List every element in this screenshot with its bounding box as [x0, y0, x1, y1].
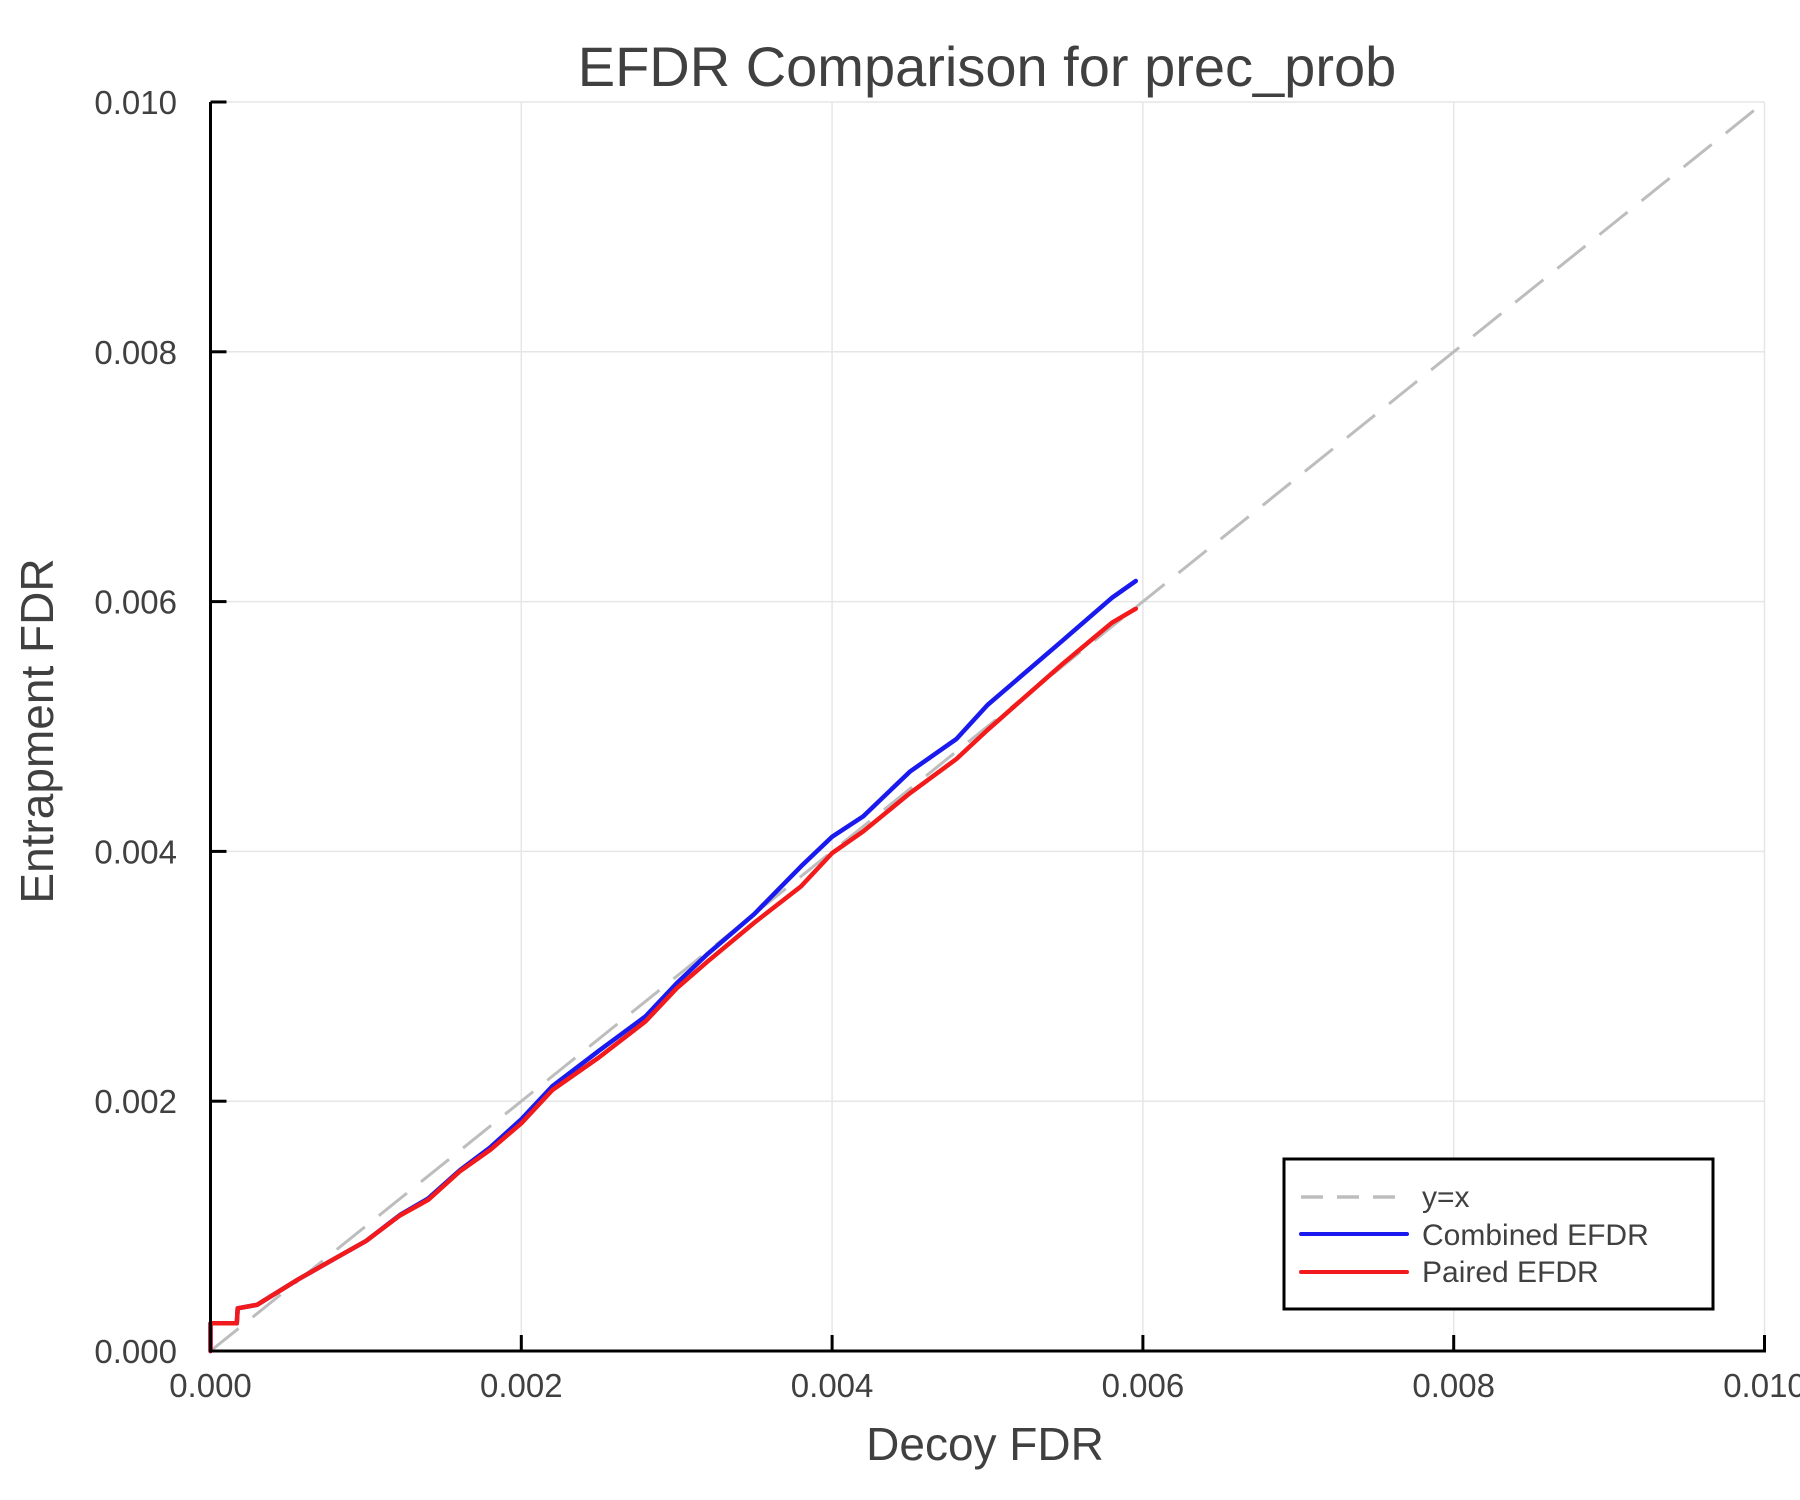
x-tick-label: 0.010 — [1723, 1367, 1800, 1404]
plot-area — [208, 100, 1766, 1354]
y-tick-label: 0.010 — [94, 84, 177, 121]
x-tick-label: 0.004 — [791, 1367, 874, 1404]
series-paired-efdr-line — [208, 606, 1139, 1354]
ticks: 0.000 0.002 0.004 0.006 0.008 0.010 0.000 0.002… — [94, 84, 1800, 1404]
x-tick-label: 0.008 — [1412, 1367, 1495, 1404]
x-tick-label: 0.006 — [1102, 1367, 1185, 1404]
x-axis-label: Decoy FDR — [866, 1418, 1104, 1470]
axes — [209, 102, 1766, 1353]
legend: y=x Combined EFDR Paired EFDR — [1282, 1157, 1715, 1311]
legend-label-paired: Paired EFDR — [1422, 1256, 1599, 1289]
y-axis-label: Entrapment FDR — [11, 558, 63, 903]
legend-label-combined: Combined EFDR — [1422, 1219, 1649, 1252]
y-tick-label: 0.000 — [94, 1333, 177, 1370]
legend-label-yx: y=x — [1422, 1181, 1470, 1214]
y-tick-label: 0.008 — [94, 334, 177, 371]
y-tick-label: 0.002 — [94, 1083, 177, 1120]
x-tick-label: 0.002 — [480, 1367, 563, 1404]
y-tick-label: 0.004 — [94, 833, 177, 870]
series-y-x-line — [209, 100, 1766, 1353]
series-combined-efdr-line — [208, 578, 1139, 1354]
chart-title: EFDR Comparison for prec_prob — [578, 35, 1397, 98]
y-tick-label: 0.006 — [94, 584, 177, 621]
x-tick-label: 0.000 — [169, 1367, 252, 1404]
